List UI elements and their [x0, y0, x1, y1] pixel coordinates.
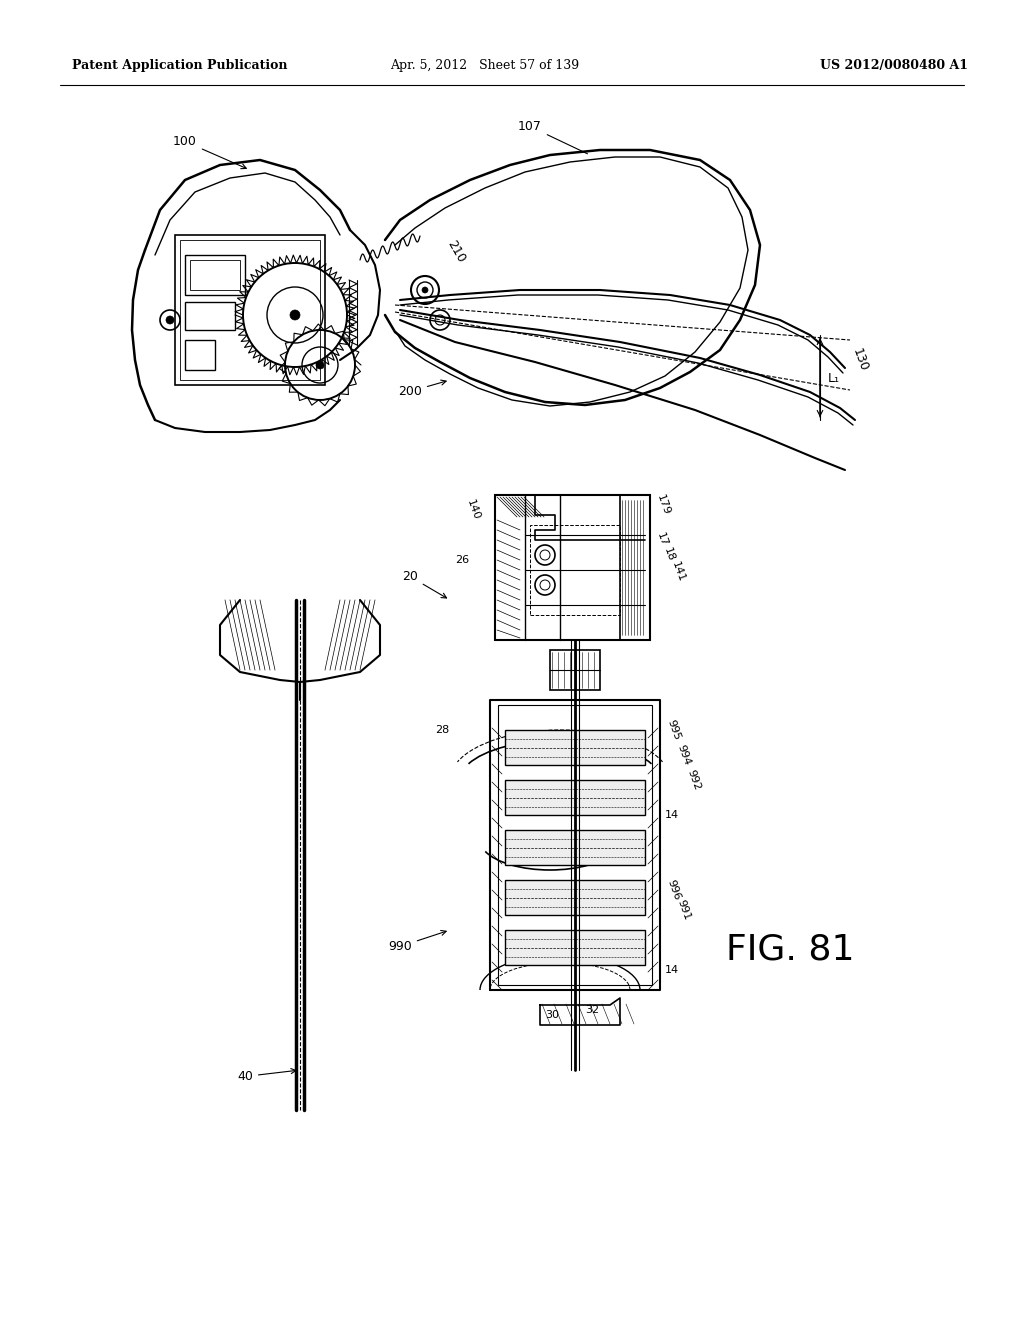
Bar: [180, 240, 319, 380]
Bar: [505, 880, 645, 915]
Text: 991: 991: [675, 899, 691, 921]
Text: 14: 14: [665, 965, 679, 975]
Bar: [505, 931, 645, 965]
Text: 40: 40: [238, 1069, 296, 1082]
Text: 28: 28: [435, 725, 450, 735]
Bar: [505, 830, 645, 865]
Text: 14: 14: [665, 810, 679, 820]
Text: 107: 107: [518, 120, 588, 154]
Bar: [185, 302, 234, 330]
Bar: [530, 525, 620, 615]
Text: 100: 100: [173, 135, 247, 169]
Circle shape: [422, 286, 428, 293]
Text: 32: 32: [585, 1005, 599, 1015]
Bar: [498, 705, 652, 985]
Text: 140: 140: [465, 499, 481, 521]
Text: 994: 994: [675, 743, 691, 767]
Text: 200: 200: [398, 380, 446, 399]
Text: 17: 17: [655, 532, 670, 548]
Bar: [185, 255, 245, 294]
Circle shape: [316, 360, 324, 370]
Text: 18: 18: [662, 546, 676, 564]
Text: 30: 30: [545, 1010, 559, 1020]
Text: 995: 995: [665, 718, 682, 742]
Bar: [495, 495, 650, 640]
Bar: [550, 649, 600, 690]
Text: 990: 990: [388, 931, 446, 953]
Text: L₁: L₁: [828, 371, 840, 384]
Bar: [505, 780, 645, 814]
Text: Patent Application Publication: Patent Application Publication: [72, 58, 288, 71]
Bar: [175, 235, 325, 385]
Text: US 2012/0080480 A1: US 2012/0080480 A1: [820, 58, 968, 71]
Text: 141: 141: [670, 561, 687, 583]
Bar: [185, 341, 215, 370]
Text: Apr. 5, 2012   Sheet 57 of 139: Apr. 5, 2012 Sheet 57 of 139: [390, 58, 580, 71]
Circle shape: [290, 310, 300, 319]
Bar: [190, 260, 240, 290]
Text: 210: 210: [445, 239, 468, 265]
Text: 996: 996: [665, 878, 682, 902]
Circle shape: [166, 315, 174, 323]
Text: 179: 179: [655, 494, 672, 516]
Text: 992: 992: [685, 768, 701, 792]
Text: 26: 26: [455, 554, 469, 565]
Text: FIG. 81: FIG. 81: [726, 933, 854, 968]
Text: 130: 130: [850, 347, 870, 374]
Text: 20: 20: [402, 570, 446, 598]
Bar: [505, 730, 645, 766]
